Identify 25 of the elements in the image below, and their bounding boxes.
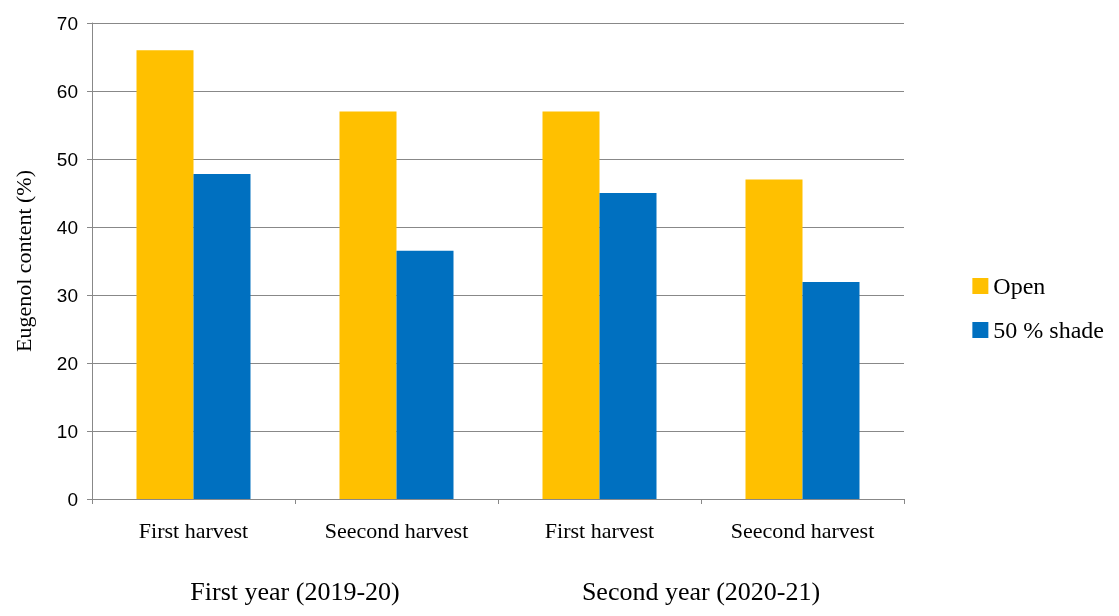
- text: Second year (2020-21): [581, 576, 821, 606]
- y-tick-label: 60: [56, 80, 78, 102]
- bar: [542, 111, 600, 499]
- y-axis-title: Eugenol content (%): [10, 169, 36, 353]
- bar: [193, 173, 251, 499]
- text: First year (2019-20): [190, 576, 400, 606]
- x-tick-label: Seecond harvest: [730, 517, 875, 543]
- y-tick-label: 0: [67, 488, 78, 510]
- bar: [339, 111, 397, 499]
- y-tick-label: 50: [56, 148, 78, 170]
- bar: [802, 282, 860, 499]
- x-tick-label: First harvest: [138, 517, 249, 543]
- legend-label: 50 % shade: [993, 317, 1104, 343]
- x-tick-label: Seecond harvest: [324, 517, 469, 543]
- y-tick-label: 70: [56, 12, 78, 34]
- bar: [136, 50, 194, 499]
- bar: [396, 250, 454, 499]
- x-tick-label: First harvest: [544, 517, 655, 543]
- bar: [745, 179, 803, 499]
- y-tick-label: 30: [56, 284, 78, 306]
- y-tick-label: 20: [56, 352, 78, 374]
- y-tick-label: 40: [56, 216, 78, 238]
- legend-label: Open: [993, 273, 1046, 299]
- bar: [599, 193, 657, 499]
- y-tick-label: 10: [56, 420, 78, 442]
